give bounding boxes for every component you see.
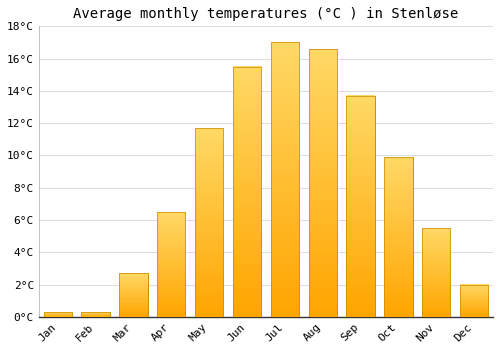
Bar [460, 285, 488, 317]
Bar [346, 96, 375, 317]
Bar [119, 273, 148, 317]
Bar [44, 312, 72, 317]
Bar [422, 228, 450, 317]
Bar [270, 42, 299, 317]
Bar [346, 96, 375, 317]
Bar [157, 212, 186, 317]
Bar [308, 49, 337, 317]
Bar [422, 228, 450, 317]
Bar [384, 157, 412, 317]
Bar [119, 273, 148, 317]
Bar [82, 312, 110, 317]
Bar [233, 66, 261, 317]
Bar [308, 49, 337, 317]
Bar [195, 128, 224, 317]
Bar [44, 312, 72, 317]
Bar [270, 42, 299, 317]
Bar [157, 212, 186, 317]
Bar [460, 285, 488, 317]
Bar [195, 128, 224, 317]
Bar [384, 157, 412, 317]
Bar [233, 66, 261, 317]
Title: Average monthly temperatures (°C ) in Stenløse: Average monthly temperatures (°C ) in St… [74, 7, 458, 21]
Bar [82, 312, 110, 317]
